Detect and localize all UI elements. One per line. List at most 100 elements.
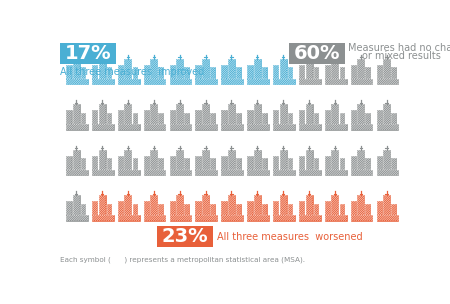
Bar (299, 110, 304, 124)
Bar (254, 104, 261, 124)
Bar (118, 156, 123, 170)
Bar (262, 204, 266, 215)
Bar (314, 204, 318, 215)
Bar (299, 65, 304, 79)
Bar (221, 65, 227, 79)
Bar (273, 79, 295, 84)
Bar (383, 150, 390, 170)
Bar (254, 150, 261, 170)
Bar (247, 170, 269, 175)
Bar (158, 204, 163, 215)
Bar (377, 110, 382, 124)
Bar (107, 204, 111, 215)
Bar (365, 158, 370, 170)
Bar (144, 156, 149, 170)
Bar (66, 124, 88, 130)
Bar (340, 158, 344, 170)
Bar (92, 156, 97, 170)
Bar (195, 201, 201, 215)
Bar (133, 113, 137, 124)
Bar (144, 65, 149, 79)
Bar (66, 170, 88, 175)
Bar (340, 113, 344, 124)
Bar (325, 79, 346, 84)
Bar (124, 104, 131, 124)
Text: 17%: 17% (65, 44, 111, 63)
Bar (392, 204, 396, 215)
Bar (158, 158, 163, 170)
Bar (92, 110, 97, 124)
Bar (144, 110, 149, 124)
Bar (351, 215, 373, 220)
Bar (383, 59, 390, 79)
Bar (331, 59, 338, 79)
Bar (273, 124, 295, 130)
Bar (288, 113, 292, 124)
Bar (377, 124, 398, 130)
Bar (118, 124, 140, 130)
Bar (221, 110, 227, 124)
Bar (144, 170, 166, 175)
Bar (221, 170, 243, 175)
Bar (66, 215, 88, 220)
Bar (221, 79, 243, 84)
Bar (66, 201, 72, 215)
Bar (170, 201, 175, 215)
Bar (351, 110, 356, 124)
Bar (81, 113, 86, 124)
Bar (72, 150, 80, 170)
Bar (357, 104, 364, 124)
Bar (81, 67, 86, 79)
Bar (299, 201, 304, 215)
Bar (273, 110, 279, 124)
Bar (118, 65, 123, 79)
Bar (170, 124, 191, 130)
Bar (254, 59, 261, 79)
Bar (273, 170, 295, 175)
Bar (210, 204, 215, 215)
Bar (306, 59, 312, 79)
Bar (247, 110, 252, 124)
Bar (81, 204, 86, 215)
Bar (325, 65, 330, 79)
Bar (279, 195, 287, 215)
Bar (377, 79, 398, 84)
Bar (365, 204, 370, 215)
Bar (247, 65, 252, 79)
Bar (66, 110, 72, 124)
Bar (228, 59, 235, 79)
Bar (144, 201, 149, 215)
Bar (314, 113, 318, 124)
Bar (210, 113, 215, 124)
Bar (150, 59, 157, 79)
Text: All three measures  worsened: All three measures worsened (217, 232, 363, 242)
Bar (392, 113, 396, 124)
Bar (377, 201, 382, 215)
Bar (247, 124, 269, 130)
Bar (377, 65, 382, 79)
Bar (195, 110, 201, 124)
Bar (357, 195, 364, 215)
Bar (228, 195, 235, 215)
Bar (118, 79, 140, 84)
Bar (124, 150, 131, 170)
Bar (170, 110, 175, 124)
Bar (299, 79, 321, 84)
Bar (150, 195, 157, 215)
Bar (288, 158, 292, 170)
Bar (351, 170, 373, 175)
Bar (133, 158, 137, 170)
Bar (306, 150, 312, 170)
Bar (92, 215, 114, 220)
Bar (81, 158, 86, 170)
Bar (247, 79, 269, 84)
Bar (210, 67, 215, 79)
Bar (351, 201, 356, 215)
Bar (170, 170, 191, 175)
Bar (99, 104, 105, 124)
Bar (377, 215, 398, 220)
Bar (236, 113, 241, 124)
Bar (306, 104, 312, 124)
Bar (289, 43, 345, 64)
Bar (299, 156, 304, 170)
